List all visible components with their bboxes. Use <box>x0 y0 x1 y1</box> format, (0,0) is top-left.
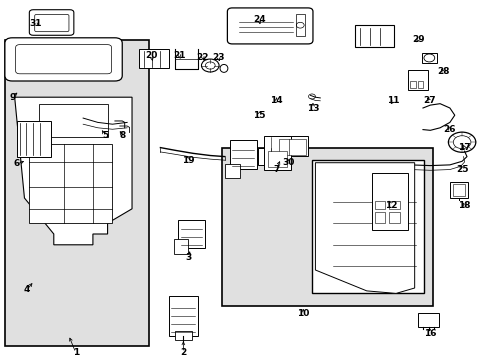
Bar <box>17 121 51 157</box>
Bar <box>173 239 188 254</box>
Bar <box>139 49 168 68</box>
Text: 3: 3 <box>185 253 191 262</box>
Text: 19: 19 <box>182 156 194 165</box>
Text: 25: 25 <box>455 165 468 174</box>
Polygon shape <box>315 163 414 293</box>
Text: 30: 30 <box>282 158 294 167</box>
Bar <box>258 148 285 165</box>
Text: 5: 5 <box>102 130 108 139</box>
Bar <box>175 331 192 340</box>
Text: 4: 4 <box>23 285 30 294</box>
Text: 6: 6 <box>14 159 20 168</box>
Bar <box>407 70 427 90</box>
Bar <box>168 296 198 336</box>
Text: 31: 31 <box>29 19 41 28</box>
FancyBboxPatch shape <box>5 38 122 81</box>
Bar <box>264 136 290 170</box>
Text: 7: 7 <box>272 165 279 174</box>
Text: 11: 11 <box>386 96 399 105</box>
Text: 21: 21 <box>173 51 185 60</box>
Bar <box>354 25 393 47</box>
FancyBboxPatch shape <box>35 14 69 32</box>
Text: 24: 24 <box>252 15 265 24</box>
Bar <box>267 151 286 167</box>
Bar <box>224 164 239 178</box>
Bar <box>178 220 205 248</box>
Text: 27: 27 <box>422 96 435 105</box>
Text: 2: 2 <box>180 348 186 357</box>
Bar <box>449 182 468 198</box>
Bar <box>229 140 256 169</box>
Bar <box>421 53 436 63</box>
FancyBboxPatch shape <box>29 10 74 35</box>
Bar <box>276 136 307 156</box>
Bar <box>5 40 149 346</box>
Text: 22: 22 <box>196 53 209 62</box>
Text: 13: 13 <box>306 104 319 112</box>
Bar <box>388 201 399 209</box>
Bar <box>39 104 107 137</box>
Bar <box>311 160 424 293</box>
Text: 9: 9 <box>9 93 16 102</box>
Text: 17: 17 <box>457 143 470 152</box>
Text: 28: 28 <box>436 68 449 77</box>
FancyBboxPatch shape <box>16 45 111 74</box>
Text: 26: 26 <box>443 125 455 134</box>
Bar <box>374 201 385 209</box>
Text: 8: 8 <box>119 130 125 139</box>
Bar <box>388 212 399 223</box>
Bar <box>295 14 304 36</box>
Text: 16: 16 <box>423 328 436 338</box>
Text: 15: 15 <box>252 111 265 120</box>
FancyBboxPatch shape <box>227 8 312 44</box>
Text: 18: 18 <box>457 201 470 210</box>
Bar <box>29 144 112 223</box>
Bar <box>222 148 432 306</box>
Text: 29: 29 <box>411 35 424 44</box>
Text: 12: 12 <box>384 201 397 210</box>
Bar <box>417 81 423 88</box>
Text: 1: 1 <box>73 348 79 357</box>
Polygon shape <box>15 97 132 245</box>
Text: 23: 23 <box>212 53 224 62</box>
Bar <box>452 184 464 196</box>
Bar <box>278 139 305 155</box>
Bar <box>374 212 385 223</box>
Text: 14: 14 <box>269 96 282 105</box>
Bar <box>371 173 407 230</box>
Text: 20: 20 <box>145 51 158 60</box>
Bar <box>417 313 438 327</box>
Bar <box>409 81 415 88</box>
Text: 10: 10 <box>296 309 309 318</box>
